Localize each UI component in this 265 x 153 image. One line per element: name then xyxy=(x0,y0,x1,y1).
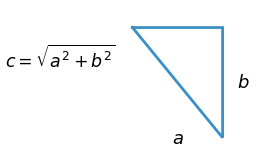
Text: $a$: $a$ xyxy=(172,130,183,148)
Text: $b$: $b$ xyxy=(237,74,250,92)
Text: $c = \sqrt{a^2 + b^2}$: $c = \sqrt{a^2 + b^2}$ xyxy=(5,45,116,72)
